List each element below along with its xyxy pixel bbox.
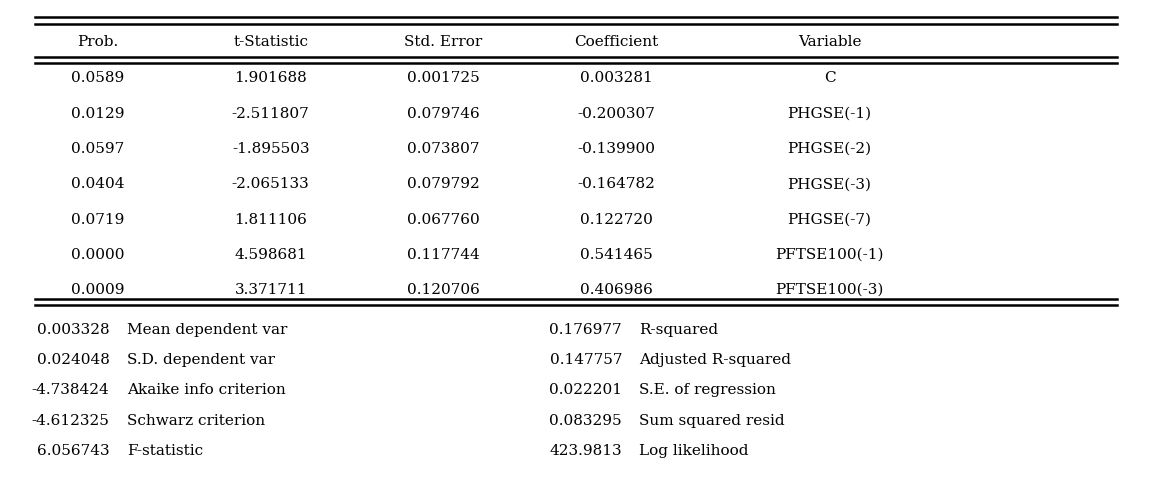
Text: Schwarz criterion: Schwarz criterion bbox=[127, 414, 265, 428]
Text: Prob.: Prob. bbox=[77, 35, 119, 49]
Text: PFTSE100(-3): PFTSE100(-3) bbox=[775, 283, 884, 297]
Text: PHGSE(-1): PHGSE(-1) bbox=[787, 107, 872, 121]
Text: R-squared: R-squared bbox=[639, 322, 719, 337]
Text: 0.0589: 0.0589 bbox=[71, 72, 124, 85]
Text: 0.079746: 0.079746 bbox=[407, 107, 480, 121]
Text: 0.122720: 0.122720 bbox=[579, 213, 653, 226]
Text: 0.406986: 0.406986 bbox=[579, 283, 653, 297]
Text: 423.9813: 423.9813 bbox=[550, 444, 622, 458]
Text: t-Statistic: t-Statistic bbox=[233, 35, 309, 49]
Text: -0.200307: -0.200307 bbox=[577, 107, 655, 121]
Text: 0.0597: 0.0597 bbox=[71, 142, 124, 156]
Text: 0.083295: 0.083295 bbox=[550, 414, 622, 428]
Text: 0.003328: 0.003328 bbox=[37, 322, 109, 337]
Text: 0.0009: 0.0009 bbox=[71, 283, 124, 297]
Text: 0.0129: 0.0129 bbox=[71, 107, 124, 121]
Text: PHGSE(-7): PHGSE(-7) bbox=[788, 213, 871, 226]
Text: 0.117744: 0.117744 bbox=[407, 248, 480, 262]
Text: 0.073807: 0.073807 bbox=[408, 142, 479, 156]
Text: PFTSE100(-1): PFTSE100(-1) bbox=[775, 248, 884, 262]
Text: 0.067760: 0.067760 bbox=[407, 213, 480, 226]
Text: 0.0719: 0.0719 bbox=[71, 213, 124, 226]
Text: Std. Error: Std. Error bbox=[404, 35, 483, 49]
Text: Akaike info criterion: Akaike info criterion bbox=[127, 383, 286, 397]
Text: 6.056743: 6.056743 bbox=[37, 444, 109, 458]
Text: 0.147757: 0.147757 bbox=[550, 353, 622, 367]
Text: S.E. of regression: S.E. of regression bbox=[639, 383, 776, 397]
Text: Sum squared resid: Sum squared resid bbox=[639, 414, 785, 428]
Text: C: C bbox=[824, 72, 835, 85]
Text: 0.022201: 0.022201 bbox=[550, 383, 622, 397]
Text: -4.738424: -4.738424 bbox=[32, 383, 109, 397]
Text: 0.0404: 0.0404 bbox=[71, 177, 124, 191]
Text: PHGSE(-2): PHGSE(-2) bbox=[787, 142, 872, 156]
Text: -2.065133: -2.065133 bbox=[232, 177, 310, 191]
Text: Adjusted R-squared: Adjusted R-squared bbox=[639, 353, 791, 367]
Text: 3.371711: 3.371711 bbox=[235, 283, 306, 297]
Text: 1.811106: 1.811106 bbox=[234, 213, 308, 226]
Text: -0.139900: -0.139900 bbox=[577, 142, 655, 156]
Text: Mean dependent var: Mean dependent var bbox=[127, 322, 287, 337]
Text: S.D. dependent var: S.D. dependent var bbox=[127, 353, 274, 367]
Text: F-statistic: F-statistic bbox=[127, 444, 203, 458]
Text: PHGSE(-3): PHGSE(-3) bbox=[788, 177, 871, 191]
Text: Log likelihood: Log likelihood bbox=[639, 444, 749, 458]
Text: -4.612325: -4.612325 bbox=[31, 414, 109, 428]
Text: Variable: Variable bbox=[797, 35, 862, 49]
Text: 0.541465: 0.541465 bbox=[579, 248, 653, 262]
Text: -0.164782: -0.164782 bbox=[577, 177, 655, 191]
Text: -2.511807: -2.511807 bbox=[232, 107, 310, 121]
Text: 0.176977: 0.176977 bbox=[550, 322, 622, 337]
Text: 0.079792: 0.079792 bbox=[407, 177, 480, 191]
Text: 4.598681: 4.598681 bbox=[234, 248, 308, 262]
Text: 0.0000: 0.0000 bbox=[71, 248, 124, 262]
Text: Coefficient: Coefficient bbox=[574, 35, 659, 49]
Text: 1.901688: 1.901688 bbox=[234, 72, 308, 85]
Text: 0.003281: 0.003281 bbox=[579, 72, 653, 85]
Text: 0.024048: 0.024048 bbox=[37, 353, 109, 367]
Text: -1.895503: -1.895503 bbox=[232, 142, 310, 156]
Text: 0.120706: 0.120706 bbox=[407, 283, 480, 297]
Text: 0.001725: 0.001725 bbox=[407, 72, 480, 85]
